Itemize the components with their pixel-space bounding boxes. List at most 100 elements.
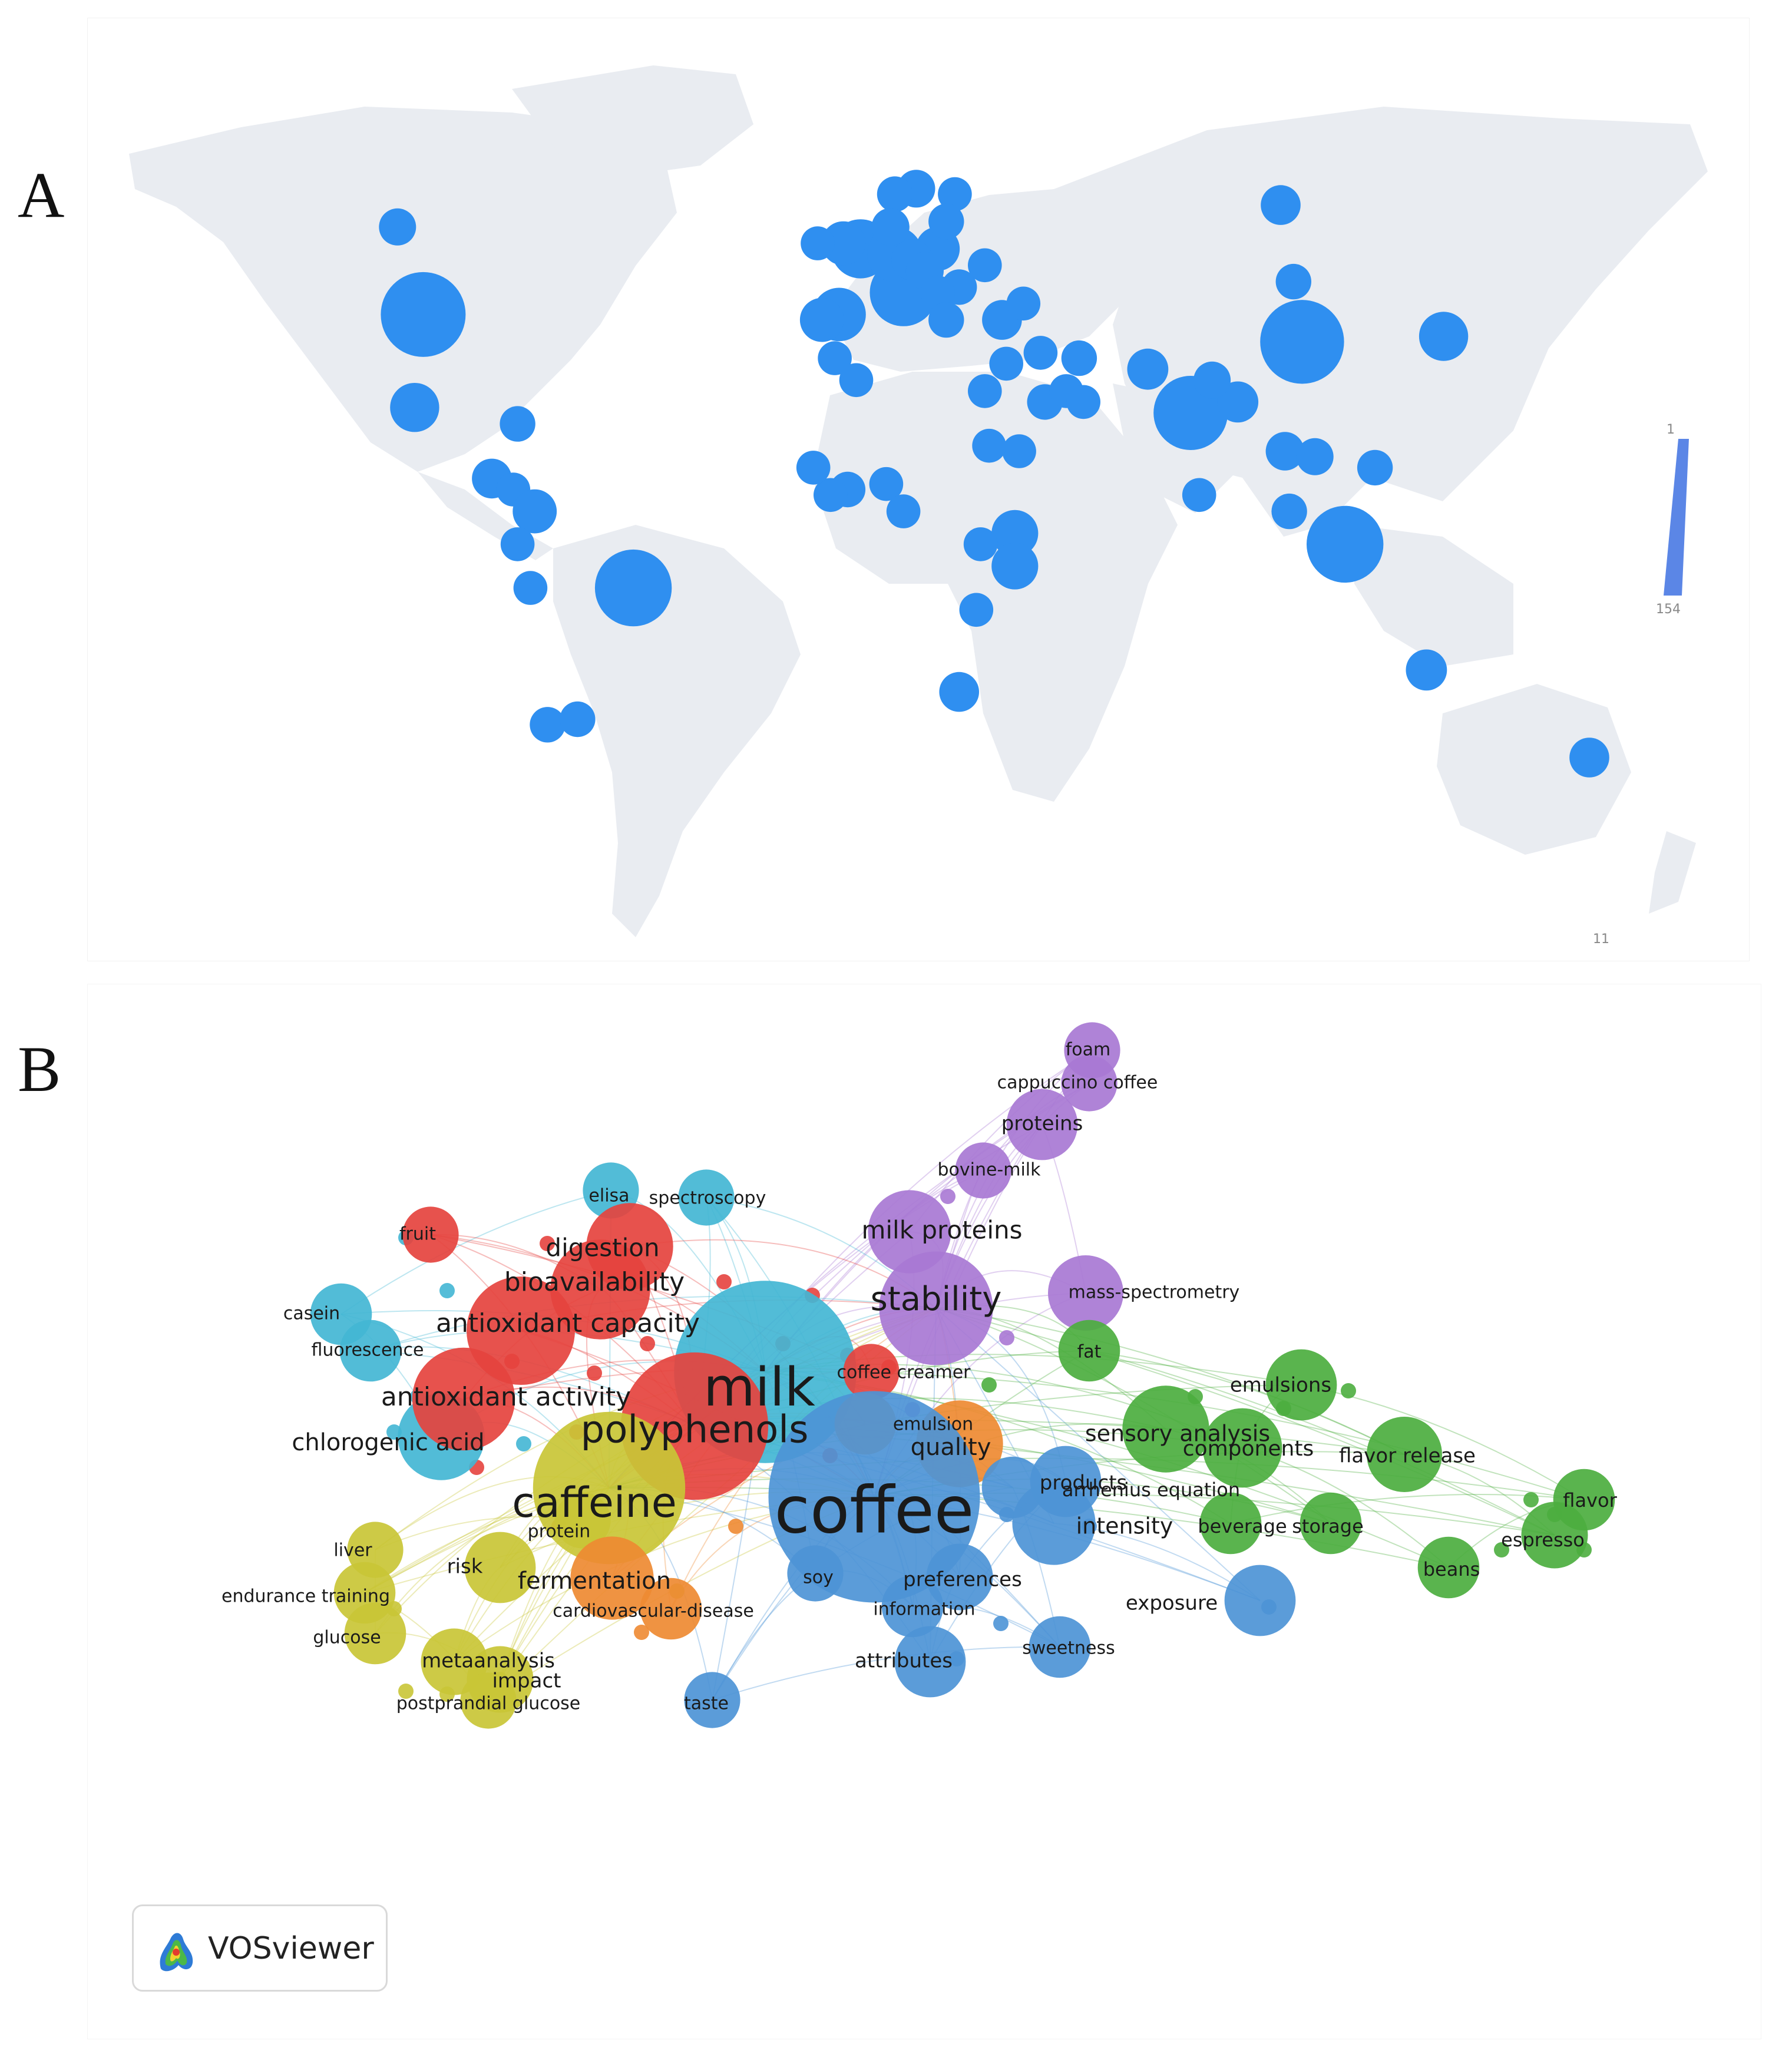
country-bubble: [530, 707, 566, 743]
size-legend-min-label: 154: [1656, 602, 1681, 617]
greenland-shape: [512, 65, 753, 177]
keyword-label: cappuccino coffee: [997, 1073, 1158, 1093]
country-bubble: [1193, 361, 1231, 399]
country-bubble: [968, 248, 1002, 283]
world-map-panel: 1 154 11: [87, 18, 1750, 961]
keyword-label: emulsions: [1230, 1374, 1331, 1397]
network-edge: [1089, 1350, 1405, 1455]
country-bubble: [877, 176, 913, 212]
country-bubble: [972, 428, 1006, 463]
keyword-node: [1265, 1349, 1337, 1421]
network-node: [634, 1625, 649, 1640]
keyword-label: impact: [492, 1669, 561, 1693]
country-bubble: [1357, 449, 1393, 486]
country-bubbles: [379, 170, 1609, 778]
country-bubble: [594, 549, 672, 627]
network-edge: [935, 1308, 1555, 1536]
keyword-label: beverage: [1198, 1515, 1287, 1537]
country-bubble: [1307, 505, 1384, 583]
network-node: [716, 1274, 732, 1289]
keyword-label: components: [1183, 1437, 1314, 1461]
keyword-label: sweetness: [1022, 1638, 1115, 1659]
keyword-label: stability: [871, 1280, 1002, 1318]
country-bubble: [381, 272, 466, 357]
country-bubble: [1023, 336, 1058, 370]
keyword-label: arrhenius equation: [1062, 1479, 1240, 1501]
panel-a-letter: A: [18, 159, 65, 231]
network-labels: foam cappuccino coffee proteins bovine-milk…: [221, 1040, 1618, 1714]
network-nodes: [310, 1022, 1615, 1729]
keyword-label: protein: [528, 1522, 591, 1542]
keyword-label: proteins: [1001, 1112, 1083, 1136]
keyword-label: fluorescence: [312, 1340, 424, 1361]
network-node: [1523, 1492, 1539, 1507]
network-edge: [712, 1646, 1060, 1701]
world-map: 1 154 11: [129, 65, 1708, 947]
country-bubble: [1275, 263, 1311, 300]
keyword-node: [879, 1251, 993, 1365]
country-bubble: [560, 701, 596, 738]
corner-mark: 11: [1593, 932, 1609, 947]
size-legend-wedge: [1664, 439, 1689, 596]
country-bubble: [939, 672, 979, 712]
keyword-node: [678, 1169, 735, 1226]
network-node: [640, 1336, 655, 1351]
network-node: [1494, 1542, 1509, 1557]
keyword-label: elisa: [588, 1186, 629, 1206]
country-bubble: [500, 406, 535, 442]
keyword-label: coffee: [775, 1472, 974, 1547]
network-edge: [1301, 1384, 1585, 1500]
keyword-label: bovine-milk: [937, 1160, 1041, 1180]
keyword-node: [881, 1575, 944, 1638]
network-node: [940, 1189, 955, 1204]
country-bubble: [991, 543, 1039, 590]
country-bubble: [814, 478, 848, 512]
network-node: [439, 1283, 455, 1298]
country-bubble: [1182, 478, 1216, 512]
new-zealand-shape: [1649, 831, 1696, 914]
keyword-node: [464, 1532, 536, 1603]
keyword-label: endurance training: [221, 1586, 390, 1607]
keyword-node: [1521, 1502, 1588, 1569]
country-bubble: [968, 374, 1002, 408]
keyword-label: digestion: [545, 1234, 659, 1262]
keyword-label: intensity: [1076, 1513, 1173, 1539]
keyword-node: [1048, 1255, 1123, 1331]
keyword-label: antioxidant activity: [381, 1382, 631, 1412]
keyword-label: sensory analysis: [1085, 1421, 1270, 1447]
keyword-node: [344, 1602, 406, 1665]
country-bubble: [1296, 438, 1334, 475]
country-bubble: [1260, 300, 1344, 384]
australia-shape: [1437, 684, 1631, 855]
keyword-label: taste: [684, 1694, 729, 1714]
country-bubble: [1006, 286, 1041, 321]
country-bubble: [818, 341, 852, 375]
keyword-node: [926, 1543, 993, 1611]
country-bubble: [1002, 434, 1036, 468]
keyword-label: fermentation: [518, 1568, 671, 1595]
keyword-label: attributes: [855, 1649, 953, 1673]
keyword-label: beans: [1423, 1558, 1480, 1580]
country-bubble: [959, 593, 994, 627]
keyword-label: casein: [283, 1304, 340, 1324]
keyword-node: [640, 1578, 702, 1640]
keyword-node: [843, 1344, 900, 1400]
keyword-node: [550, 1239, 650, 1340]
country-bubble: [801, 226, 835, 260]
keyword-label: spectroscopy: [649, 1188, 766, 1209]
keyword-label: flavor release: [1339, 1444, 1476, 1468]
size-legend: 1 154: [1656, 422, 1689, 617]
size-legend-max-label: 1: [1667, 422, 1675, 437]
keyword-label: caffeine: [512, 1479, 677, 1527]
keyword-label: chlorogenic acid: [292, 1429, 484, 1456]
country-bubble: [869, 467, 904, 501]
keyword-node: [1058, 1320, 1120, 1382]
country-bubble: [513, 571, 548, 605]
keyword-node: [1029, 1616, 1091, 1678]
keyword-node: [554, 1492, 611, 1549]
network-node: [993, 1616, 1009, 1631]
country-bubble: [989, 346, 1023, 381]
keyword-label: emulsion: [893, 1414, 973, 1435]
keyword-label: liver: [333, 1540, 372, 1561]
country-bubble: [991, 510, 1039, 557]
